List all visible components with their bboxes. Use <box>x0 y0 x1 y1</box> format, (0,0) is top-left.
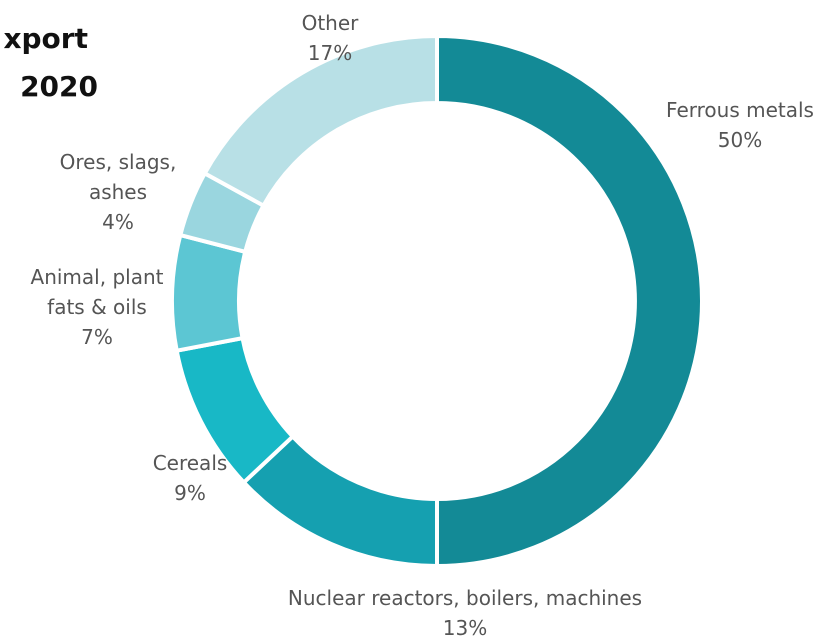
slice-value: 9% <box>174 481 206 505</box>
slice-value: 13% <box>442 616 488 639</box>
donut-slice <box>170 232 248 353</box>
slice-value: 50% <box>717 128 763 152</box>
slice-name: Ores, slags, ashes <box>59 150 177 204</box>
slice-name: Animal, plant fats & oils <box>30 265 164 319</box>
slice-label: Animal, plant fats & oils 7% <box>17 262 177 352</box>
slice-value: 17% <box>307 41 353 65</box>
slice-label: Cereals 9% <box>130 448 250 508</box>
slice-label: Other 17% <box>270 8 390 68</box>
donut-slice <box>435 33 704 569</box>
slice-label: Ores, slags, ashes 4% <box>43 147 193 237</box>
slice-name: Ferrous metals <box>666 98 814 122</box>
slice-label: Nuclear reactors, boilers, machines 13% <box>240 583 690 639</box>
chart-title: 2020 <box>20 70 98 103</box>
chart-title: xport <box>3 22 88 55</box>
slice-value: 4% <box>102 210 134 234</box>
donut-slice <box>202 33 439 209</box>
slice-name: Other <box>301 11 359 35</box>
slice-value: 7% <box>81 325 113 349</box>
slice-name: Nuclear reactors, boilers, machines <box>287 586 643 610</box>
slice-name: Cereals <box>152 451 228 475</box>
slice-label: Ferrous metals 50% <box>630 95 835 155</box>
